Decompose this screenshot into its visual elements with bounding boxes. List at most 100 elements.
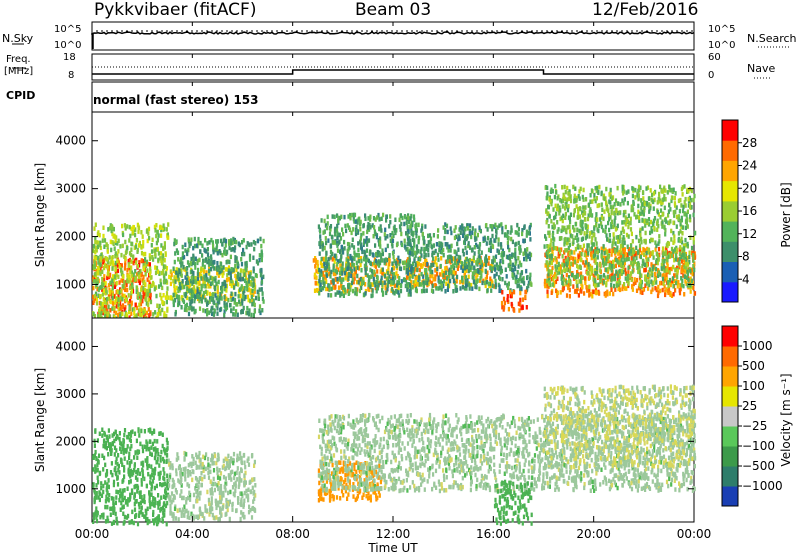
power-cell	[202, 294, 205, 300]
power-cell	[338, 290, 341, 295]
power-cell	[527, 280, 530, 285]
power-cell	[653, 226, 656, 231]
power-cell	[354, 269, 357, 275]
power-cell	[602, 228, 605, 233]
power-cell	[336, 290, 339, 295]
power-cell	[340, 279, 343, 285]
power-cell	[566, 225, 569, 230]
power-cell	[418, 282, 421, 287]
power-cell	[187, 280, 190, 285]
power-cell	[568, 191, 571, 197]
power-cell	[146, 292, 149, 297]
power-cell	[648, 209, 651, 214]
power-cell	[640, 236, 643, 242]
power-cell	[602, 263, 605, 268]
power-cell	[578, 206, 582, 211]
power-cell	[476, 272, 479, 278]
power-cell	[412, 271, 416, 277]
power-cell	[592, 232, 595, 238]
power-cell	[692, 235, 695, 241]
power-cell	[681, 192, 684, 197]
power-cell	[658, 239, 661, 244]
power-cell	[183, 307, 186, 312]
power-cell	[218, 300, 221, 305]
power-cell	[208, 240, 211, 245]
power-cell	[215, 303, 218, 308]
power-cell	[635, 245, 638, 251]
velocity-cell	[107, 452, 110, 457]
power-cell	[240, 261, 244, 267]
power-cell	[528, 256, 532, 262]
power-cell	[106, 275, 109, 281]
power-cell	[396, 280, 399, 285]
power-cell	[345, 272, 348, 278]
power-cell	[142, 262, 145, 268]
power-cell	[173, 238, 176, 243]
velocity-cell	[127, 498, 130, 503]
power-cell	[231, 240, 234, 245]
power-cell	[637, 184, 641, 190]
power-cell	[318, 267, 321, 273]
power-cell	[562, 258, 565, 264]
power-cell	[644, 274, 647, 279]
power-cell	[489, 265, 492, 270]
power-cell	[159, 256, 162, 261]
power-cell	[211, 263, 215, 269]
power-cell	[126, 245, 129, 251]
power-cell	[581, 247, 584, 253]
power-cell	[353, 271, 356, 276]
power-cell	[571, 225, 575, 230]
power-ylabel: Slant Range [km]	[33, 163, 47, 267]
power-cell	[254, 241, 257, 246]
power-cell	[192, 270, 195, 276]
power-cell	[202, 281, 205, 286]
power-cell	[638, 275, 642, 281]
power-cell	[173, 283, 176, 289]
power-cell	[370, 269, 374, 274]
power-cell	[328, 266, 331, 272]
power-cell	[159, 311, 162, 316]
power-cell	[680, 203, 683, 208]
power-cell	[397, 255, 400, 261]
power-cell	[247, 297, 250, 303]
power-cell	[612, 291, 615, 297]
power-cell	[653, 216, 657, 221]
power-cell	[316, 281, 319, 286]
power-cell	[478, 286, 481, 292]
power-cell	[314, 264, 317, 269]
power-cell	[246, 310, 249, 316]
power-cell	[660, 200, 663, 206]
power-cell	[181, 251, 184, 256]
power-cell	[560, 199, 563, 204]
power-cell	[520, 286, 523, 292]
velocity-cell	[102, 489, 105, 495]
power-cell	[450, 255, 453, 261]
power-cell	[460, 265, 463, 270]
power-colorbar-tick-label: 28	[742, 136, 757, 150]
power-cell	[684, 237, 687, 243]
power-cell	[491, 283, 494, 289]
power-cell	[495, 271, 498, 277]
power-cell	[577, 265, 580, 270]
power-cell	[215, 281, 218, 286]
power-cell	[568, 224, 571, 229]
power-cell	[233, 239, 236, 245]
power-cell	[645, 254, 648, 260]
power-cell	[624, 222, 627, 227]
power-cell	[417, 275, 421, 280]
power-cell	[449, 260, 452, 265]
power-cell	[681, 231, 684, 236]
power-cell	[575, 204, 578, 209]
power-cell	[429, 269, 432, 275]
power-cell	[406, 224, 409, 230]
power-cell	[623, 257, 626, 263]
power-cell	[240, 309, 243, 315]
power-cell	[675, 247, 678, 253]
power-cell	[341, 266, 344, 271]
power-cell	[509, 230, 512, 235]
power-cell	[578, 279, 581, 284]
power-cell	[422, 236, 425, 241]
power-cell	[654, 247, 657, 252]
power-cell	[404, 215, 407, 220]
power-cell	[93, 293, 96, 299]
